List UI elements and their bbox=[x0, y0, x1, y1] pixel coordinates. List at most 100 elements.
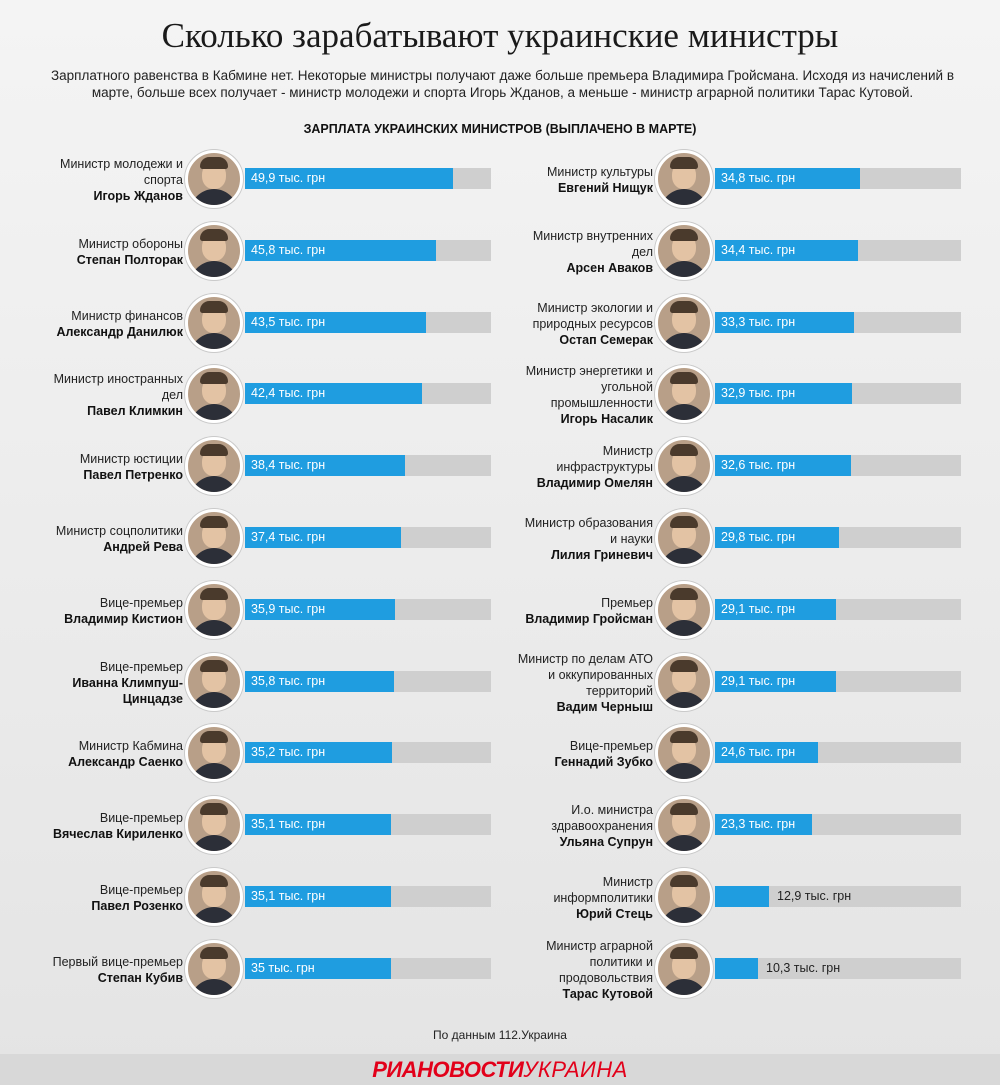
minister-role: Вице-премьер bbox=[99, 883, 183, 897]
minister-photo bbox=[185, 365, 243, 423]
salary-bar bbox=[245, 742, 392, 763]
bar-value-label: 32,6 тыс. грн bbox=[721, 458, 796, 472]
minister-name: Геннадий Зубко bbox=[554, 755, 653, 769]
minister-photo bbox=[185, 724, 243, 782]
bar-track: 35,8 тыс. грн bbox=[245, 671, 491, 692]
photo-hair bbox=[200, 947, 228, 959]
photo-hair bbox=[670, 372, 698, 384]
salary-bar bbox=[715, 168, 860, 189]
minister-name: Юрий Стець bbox=[576, 907, 653, 921]
minister-photo bbox=[185, 509, 243, 567]
bar-value-label: 37,4 тыс. грн bbox=[251, 530, 326, 544]
minister-label: Министр образования и науки Лилия Гриневи… bbox=[515, 509, 653, 569]
bar-track: 23,3 тыс. грн bbox=[715, 814, 961, 835]
minister-label: Вице-премьер Вячеслав Кириленко bbox=[45, 796, 183, 856]
bar-value-label: 29,8 тыс. грн bbox=[721, 530, 796, 544]
salary-bar bbox=[245, 383, 422, 404]
minister-name: Павел Климкин bbox=[87, 404, 183, 418]
minister-role: Министр экологии и природных ресурсов bbox=[532, 301, 653, 331]
photo-hair bbox=[670, 229, 698, 241]
photo-hair bbox=[670, 588, 698, 600]
salary-bar bbox=[245, 958, 391, 979]
minister-name: Степан Кубив bbox=[97, 971, 183, 985]
photo-body bbox=[660, 620, 708, 636]
minister-photo bbox=[655, 150, 713, 208]
minister-label: Министр соцполитики Андрей Рева bbox=[45, 509, 183, 569]
minister-name: Тарас Кутовой bbox=[562, 987, 653, 1001]
salary-bar bbox=[715, 455, 851, 476]
bar-track: 38,4 тыс. грн bbox=[245, 455, 491, 476]
photo-body bbox=[190, 548, 238, 564]
minister-photo bbox=[185, 437, 243, 495]
minister-label: И.о. министра здравоохранения Ульяна Супр… bbox=[515, 796, 653, 856]
photo-body bbox=[660, 763, 708, 779]
photo-hair bbox=[200, 444, 228, 456]
salary-bar bbox=[715, 742, 818, 763]
salary-bar bbox=[245, 599, 395, 620]
photo-body bbox=[660, 548, 708, 564]
photo-body bbox=[190, 189, 238, 205]
bar-value-label: 29,1 тыс. грн bbox=[721, 674, 796, 688]
minister-role: Вице-премьер bbox=[99, 596, 183, 610]
photo-hair bbox=[200, 731, 228, 743]
photo-body bbox=[660, 835, 708, 851]
minister-label: Министр финансов Александр Данилюк bbox=[45, 294, 183, 354]
minister-role: Министр аграрной политики и продовольств… bbox=[546, 939, 653, 985]
minister-role: Министр финансов bbox=[71, 309, 183, 323]
photo-hair bbox=[670, 301, 698, 313]
bar-value-label: 35,1 тыс. грн bbox=[251, 889, 326, 903]
bar-value-label: 35,9 тыс. грн bbox=[251, 602, 326, 616]
minister-role: Министр молодежи и спорта bbox=[60, 157, 183, 187]
minister-photo bbox=[655, 437, 713, 495]
minister-label: Вице-премьер Геннадий Зубко bbox=[515, 724, 653, 784]
photo-body bbox=[190, 261, 238, 277]
photo-body bbox=[190, 835, 238, 851]
bar-track: 32,9 тыс. грн bbox=[715, 383, 961, 404]
bar-track: 37,4 тыс. грн bbox=[245, 527, 491, 548]
minister-name: Иванна Климпуш-Цинцадзе bbox=[72, 676, 183, 706]
minister-name: Андрей Рева bbox=[103, 540, 183, 554]
minister-photo bbox=[655, 653, 713, 711]
minister-name: Остап Семерак bbox=[559, 333, 653, 347]
minister-label: Вице-премьер Иванна Климпуш-Цинцадзе bbox=[45, 653, 183, 713]
minister-name: Владимир Гройсман bbox=[525, 612, 653, 626]
minister-label: Министр юстиции Павел Петренко bbox=[45, 437, 183, 497]
bar-track: 35,1 тыс. грн bbox=[245, 886, 491, 907]
photo-hair bbox=[200, 588, 228, 600]
photo-body bbox=[660, 333, 708, 349]
minister-role: Министр юстиции bbox=[79, 452, 183, 466]
minister-label: Министр культуры Евгений Нищук bbox=[515, 150, 653, 210]
photo-body bbox=[660, 261, 708, 277]
minister-photo bbox=[655, 724, 713, 782]
salary-bar bbox=[715, 886, 769, 907]
salary-bar bbox=[715, 240, 858, 261]
minister-label: Министр иностранных дел Павел Климкин bbox=[45, 365, 183, 425]
minister-name: Лилия Гриневич bbox=[551, 548, 653, 562]
bar-value-label: 12,9 тыс. грн bbox=[777, 889, 852, 903]
minister-name: Евгений Нищук bbox=[557, 181, 653, 195]
photo-hair bbox=[670, 803, 698, 815]
photo-body bbox=[190, 404, 238, 420]
bar-track: 45,8 тыс. грн bbox=[245, 240, 491, 261]
minister-photo bbox=[655, 222, 713, 280]
minister-photo bbox=[655, 940, 713, 998]
bar-value-label: 42,4 тыс. грн bbox=[251, 386, 326, 400]
source-note: По данным 112.Украина bbox=[433, 1028, 567, 1042]
minister-label: Министр аграрной политики и продовольств… bbox=[515, 939, 653, 1001]
photo-hair bbox=[200, 803, 228, 815]
page-subtitle: Зарплатного равенства в Кабмине нет. Нек… bbox=[50, 68, 955, 100]
bar-track: 35,2 тыс. грн bbox=[245, 742, 491, 763]
bar-track: 34,8 тыс. грн bbox=[715, 168, 961, 189]
minister-label: Министр молодежи и спорта Игорь Жданов bbox=[45, 150, 183, 210]
minister-name: Вадим Черныш bbox=[556, 700, 653, 714]
salary-bar bbox=[715, 383, 852, 404]
salary-bar bbox=[245, 168, 453, 189]
minister-photo bbox=[185, 150, 243, 208]
bar-track: 29,1 тыс. грн bbox=[715, 671, 961, 692]
minister-name: Владимир Омелян bbox=[536, 476, 653, 490]
photo-hair bbox=[200, 157, 228, 169]
bar-value-label: 35,1 тыс. грн bbox=[251, 817, 326, 831]
minister-label: Министр энергетики и угольной промышленн… bbox=[515, 364, 653, 426]
minister-role: Первый вице-премьер bbox=[52, 955, 183, 969]
